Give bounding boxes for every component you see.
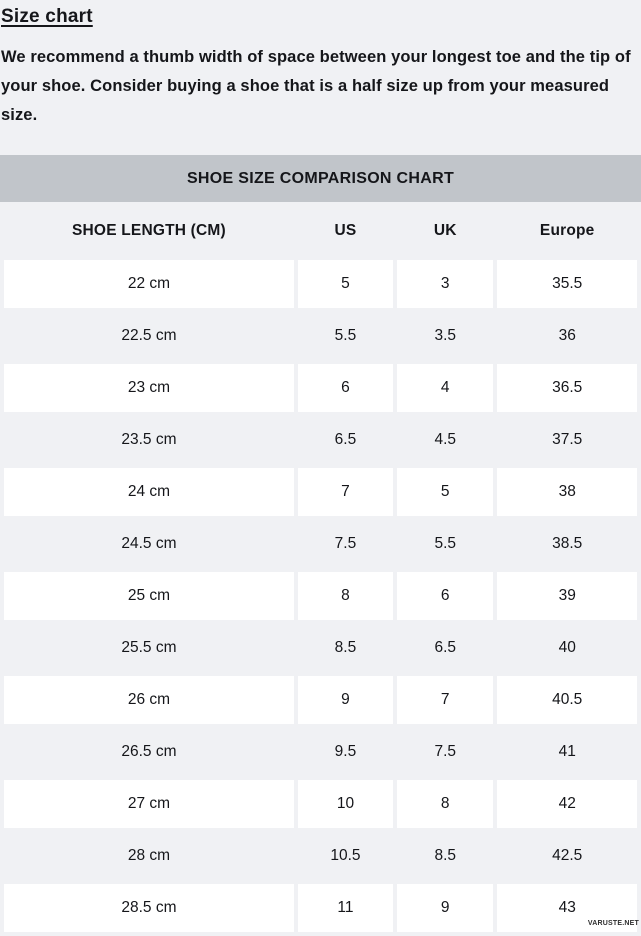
table-cell: 6: [397, 572, 494, 620]
table-cell: 6.5: [434, 639, 457, 656]
table-cell: 36.5: [497, 364, 637, 412]
table-row: 25.5 cm 8.5 6.5 40: [4, 624, 637, 672]
table-cell: 35.5: [497, 260, 637, 308]
table-row: 22.5 cm 5.5 3.5 36: [4, 312, 637, 360]
table-cell: 22.5 cm: [121, 327, 177, 344]
table-cell: 9: [297, 676, 394, 724]
table-row: 28.5 cm 11 9 43: [4, 884, 637, 932]
table-row: 27 cm 10 8 42: [4, 780, 637, 828]
table-cell: 7.5: [434, 743, 457, 760]
table-cell: 39: [497, 572, 637, 620]
watermark: VARUSTE.NET: [587, 920, 639, 927]
table-cell: 3.5: [434, 327, 457, 344]
table-cell: 7: [397, 676, 494, 724]
table-cell: 23 cm: [4, 364, 294, 412]
table-cell: 38.5: [552, 535, 583, 552]
column-header-uk: UK: [433, 222, 457, 239]
table-cell: 11: [297, 884, 394, 932]
table-cell: 23.5 cm: [121, 431, 177, 448]
table-title-band: SHOE SIZE COMPARISON CHART: [0, 155, 641, 202]
table-cell: 42: [497, 780, 637, 828]
table-cell: 36: [558, 327, 576, 344]
table-cell: 40: [558, 639, 576, 656]
table-cell: 4: [397, 364, 494, 412]
column-header-shoe-length: SHOE LENGTH (CM): [72, 222, 226, 239]
table-cell: 4.5: [434, 431, 457, 448]
table-cell: 8.5: [334, 639, 357, 656]
table-cell: 25.5 cm: [121, 639, 177, 656]
table-cell: 40.5: [497, 676, 637, 724]
table-cell: 8: [297, 572, 394, 620]
table-cell: 37.5: [552, 431, 583, 448]
table-title: SHOE SIZE COMPARISON CHART: [186, 169, 455, 187]
table-row: 22 cm 5 3 35.5: [4, 260, 637, 308]
table-cell: 6.5: [334, 431, 357, 448]
column-header-europe: Europe: [539, 222, 595, 239]
table-cell: 10: [297, 780, 394, 828]
table-cell: 8: [397, 780, 494, 828]
table-cell: 6: [297, 364, 394, 412]
table-cell: 27 cm: [4, 780, 294, 828]
table-cell: 9: [397, 884, 494, 932]
table-cell: 43: [497, 884, 637, 932]
table-row: 25 cm 8 6 39: [4, 572, 637, 620]
table-row: 23.5 cm 6.5 4.5 37.5: [4, 416, 637, 464]
table-cell: 5: [297, 260, 394, 308]
table-cell: 28 cm: [127, 847, 171, 864]
table-cell: 7.5: [334, 535, 357, 552]
table-cell: 26 cm: [4, 676, 294, 724]
table-cell: 5.5: [434, 535, 457, 552]
size-chart-table: SHOE LENGTH (CM) US UK Europe 22 cm 5 3 35.…: [0, 202, 641, 936]
table-cell: 24.5 cm: [121, 535, 177, 552]
intro-text: We recommend a thumb width of space betw…: [1, 48, 631, 124]
table-row: 24.5 cm 7.5 5.5 38.5: [4, 520, 637, 568]
table-cell: 10.5: [330, 847, 361, 864]
table-cell: 28.5 cm: [4, 884, 294, 932]
table-cell: 3: [397, 260, 494, 308]
table-cell: 25 cm: [4, 572, 294, 620]
table-cell: 38: [497, 468, 637, 516]
header-row: SHOE LENGTH (CM) US UK Europe: [4, 206, 637, 256]
table-row: 23 cm 6 4 36.5: [4, 364, 637, 412]
table-row: 26 cm 9 7 40.5: [4, 676, 637, 724]
page-title: Size chart: [1, 6, 93, 27]
table-cell: 8.5: [434, 847, 457, 864]
table-cell: 9.5: [334, 743, 357, 760]
column-header-us: US: [334, 222, 357, 239]
table-cell: 42.5: [552, 847, 583, 864]
table-cell: 22 cm: [4, 260, 294, 308]
table-cell: 7: [297, 468, 394, 516]
table-row: 26.5 cm 9.5 7.5 41: [4, 728, 637, 776]
table-cell: 5: [397, 468, 494, 516]
table-cell: 24 cm: [4, 468, 294, 516]
table-cell: 41: [558, 743, 576, 760]
table-cell: 26.5 cm: [121, 743, 177, 760]
table-row: 28 cm 10.5 8.5 42.5: [4, 832, 637, 880]
table-row: 24 cm 7 5 38: [4, 468, 637, 516]
table-cell: 5.5: [334, 327, 357, 344]
